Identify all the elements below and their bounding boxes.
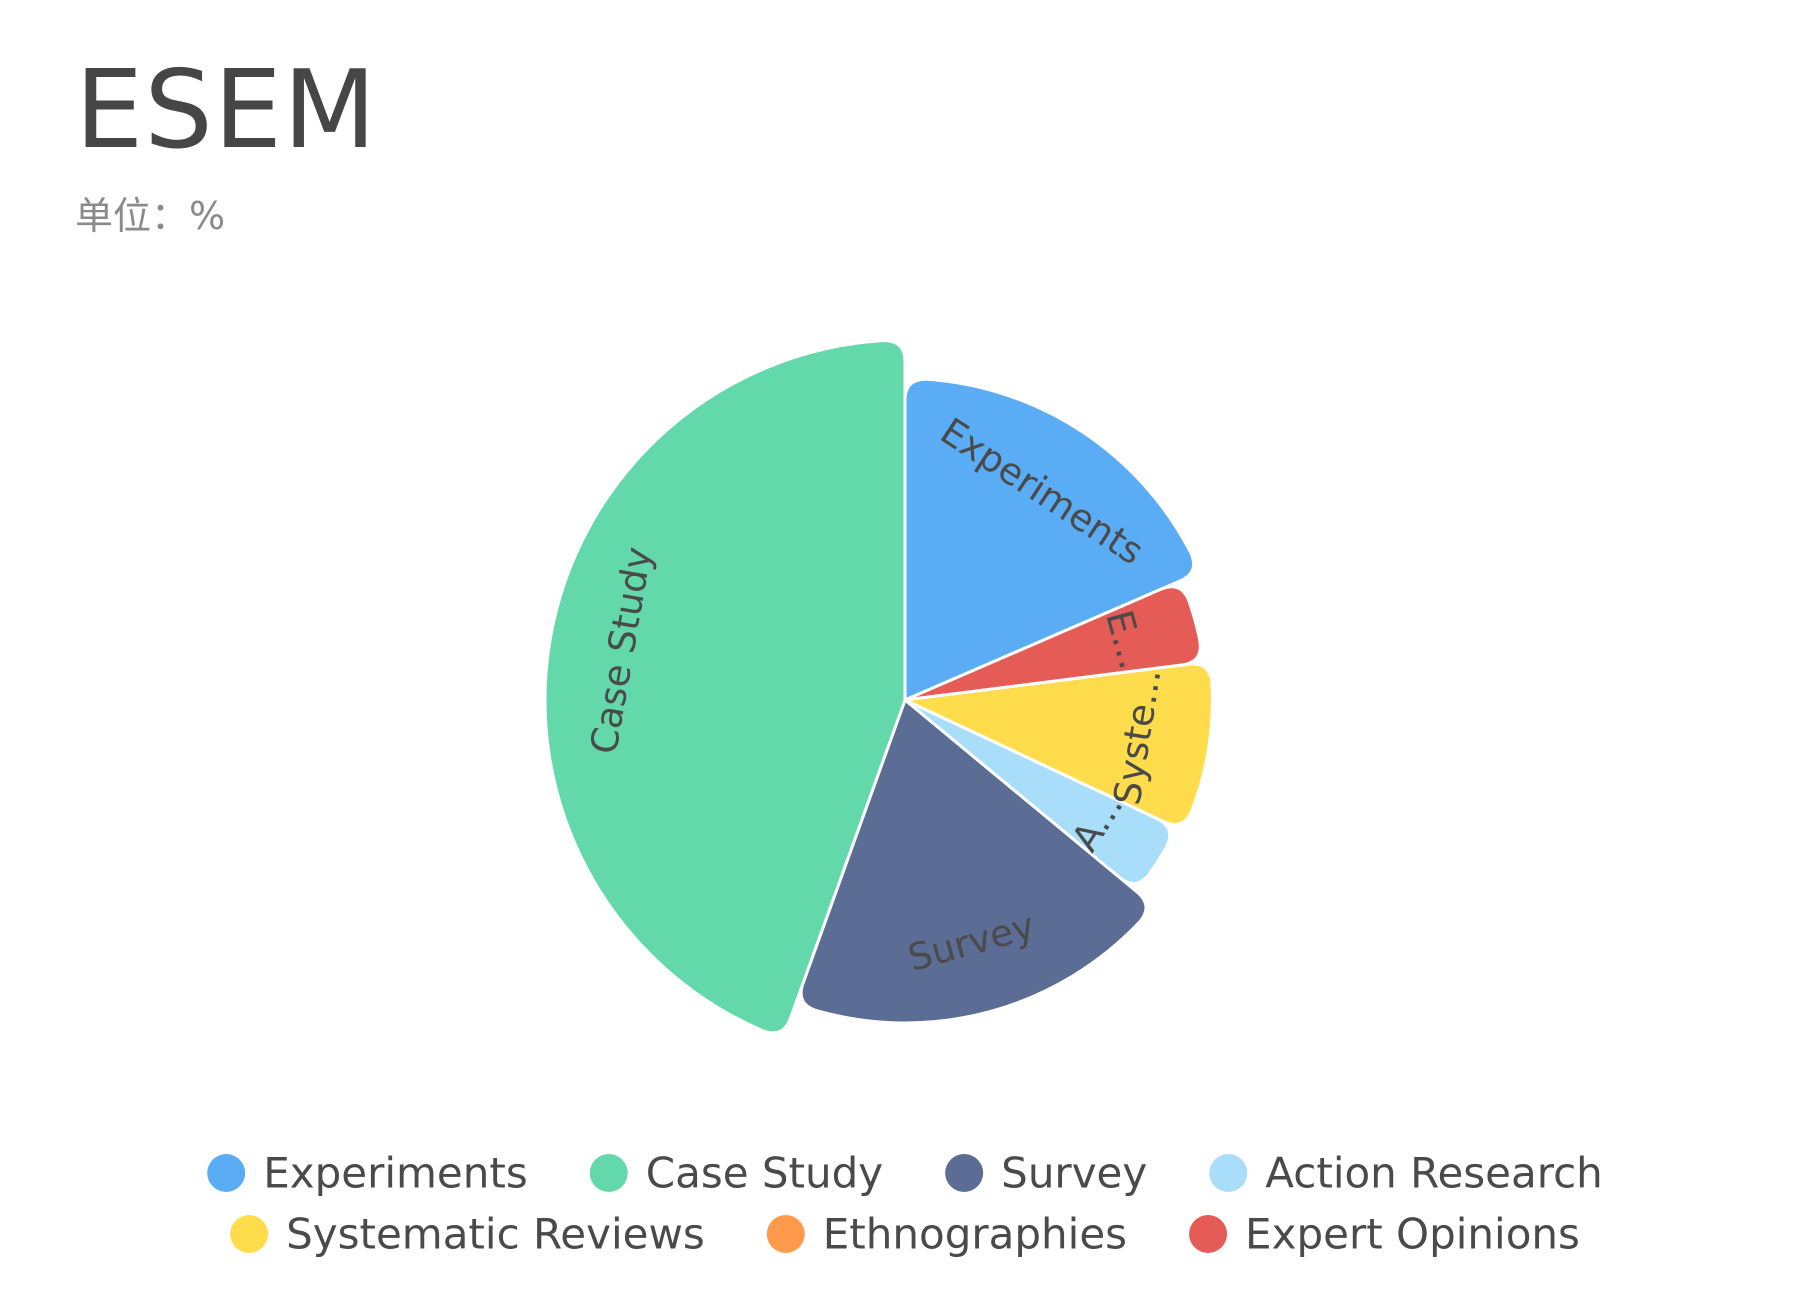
pie-slice-systematic-reviews[interactable]	[903, 662, 1214, 826]
pie-slice-experiments[interactable]	[903, 377, 1196, 702]
legend-label: Expert Opinions	[1245, 1210, 1580, 1259]
legend-swatch	[766, 1215, 805, 1253]
chart-legend: Experiments Case Study Survey Action Resear…	[207, 1149, 1603, 1259]
legend-item-action-research[interactable]: Action Research	[1209, 1149, 1603, 1198]
legend-label: Ethnographies	[823, 1210, 1127, 1259]
pie-slices	[543, 339, 1214, 1035]
legend-item-experiments[interactable]: Experiments	[207, 1149, 528, 1198]
legend-label: Systematic Reviews	[286, 1210, 705, 1259]
legend-swatch	[589, 1154, 628, 1192]
legend-swatch	[1209, 1154, 1248, 1192]
chart-title: ESEM	[75, 48, 378, 173]
legend-item-case-study[interactable]: Case Study	[589, 1149, 883, 1198]
legend-label: Survey	[1001, 1149, 1147, 1198]
legend-swatch	[207, 1154, 246, 1192]
legend-label: Case Study	[646, 1149, 883, 1198]
pie-slice-survey[interactable]	[799, 698, 1148, 1025]
legend-swatch	[1189, 1215, 1228, 1253]
legend-label: Experiments	[263, 1149, 528, 1198]
legend-item-expert-opinions[interactable]: Expert Opinions	[1189, 1210, 1580, 1259]
pie-slice-action-research[interactable]	[903, 698, 1172, 885]
legend-swatch	[945, 1154, 984, 1192]
legend-label: Action Research	[1265, 1149, 1603, 1198]
legend-item-survey[interactable]: Survey	[945, 1149, 1147, 1198]
legend-item-systematic-reviews[interactable]: Systematic Reviews	[230, 1210, 705, 1259]
legend-swatch	[230, 1215, 269, 1253]
legend-item-ethnographies[interactable]: Ethnographies	[766, 1210, 1127, 1259]
chart-subtitle: 单位：%	[75, 194, 226, 238]
pie-slice-case-study[interactable]	[543, 339, 907, 1035]
